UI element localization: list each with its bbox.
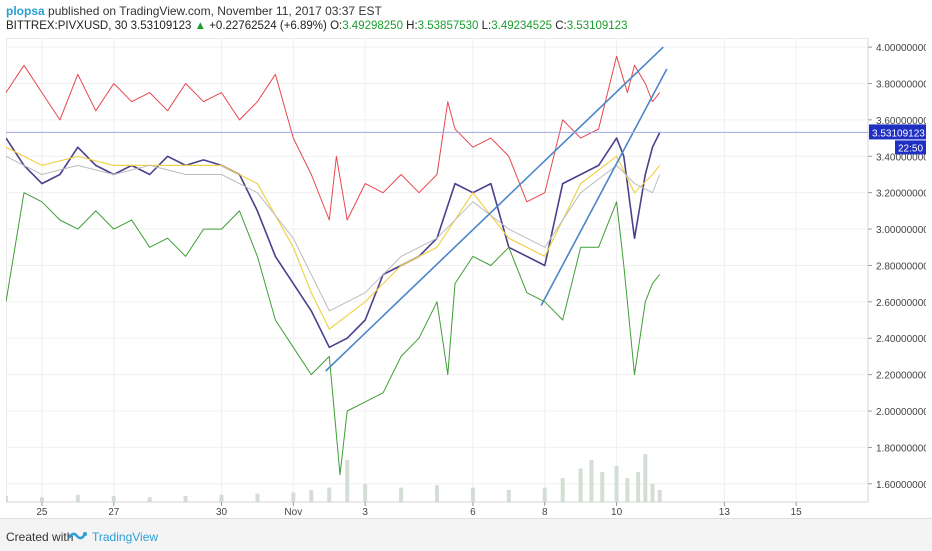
volume-bar <box>291 492 296 502</box>
volume-bar <box>657 490 662 502</box>
y-tick-label: 3.40000000 <box>876 152 926 163</box>
volume-bar <box>643 454 648 502</box>
volume-bar <box>470 487 475 502</box>
price-chart[interactable]: 4.00000000 3.80000000 3.60000000 3.40000000… <box>4 37 929 518</box>
up-arrow-icon: ▲ <box>194 20 206 32</box>
volume-bar <box>255 493 260 502</box>
volume-bar <box>111 496 116 502</box>
open-value: 3.49298250 <box>342 20 403 32</box>
y-tick-label: 2.80000000 <box>876 261 926 272</box>
ma-grey-line <box>5 155 661 312</box>
volume-bar <box>578 468 583 502</box>
volume-bar <box>4 496 8 502</box>
low-label: L: <box>481 20 492 32</box>
footer-bar: Created with TradingView <box>0 518 932 551</box>
author-name[interactable]: plopsa <box>6 4 45 18</box>
trendline <box>325 46 664 372</box>
x-tick-label: 6 <box>470 507 476 516</box>
last-price-label: 3.53109123 <box>872 128 925 139</box>
tradingview-logo-icon[interactable] <box>67 529 88 548</box>
volume-bar <box>399 487 404 502</box>
countdown-tag <box>895 140 926 155</box>
x-tick-label: 10 <box>611 507 623 516</box>
y-tick-label: 2.20000000 <box>876 371 926 382</box>
change-value: +0.22762524 (+6.89%) <box>209 20 327 32</box>
published-text: published on TradingView.com, November 1… <box>48 4 382 18</box>
created-with-text: Created with <box>6 530 74 544</box>
price-line <box>5 132 661 349</box>
volume-bar <box>542 487 547 502</box>
y-tick-label: 3.20000000 <box>876 189 926 200</box>
tradingview-brand-link[interactable]: TradingView <box>92 530 159 544</box>
volume-bar <box>183 496 188 502</box>
y-tick-label: 3.00000000 <box>876 225 926 236</box>
y-tick-label: 3.60000000 <box>876 116 926 127</box>
low-value: 3.49234525 <box>491 20 552 32</box>
volume-bar <box>147 497 152 502</box>
x-tick-label: Nov <box>284 507 302 516</box>
volume-bar <box>614 466 619 502</box>
last-price-tag <box>869 124 926 140</box>
close-label: C: <box>555 20 567 32</box>
x-tick-label: 13 <box>719 507 731 516</box>
volume-bar <box>75 494 80 502</box>
volume-bar <box>506 490 511 502</box>
x-tick-label: 30 <box>216 507 228 516</box>
x-tick-label: 15 <box>791 507 803 516</box>
volume-bar <box>363 484 368 502</box>
y-tick-label: 2.40000000 <box>876 334 926 345</box>
volume-bar <box>435 485 439 502</box>
open-label: O: <box>330 20 343 32</box>
upper-band-line <box>5 55 661 221</box>
publish-header: plopsa published on TradingView.com, Nov… <box>6 4 382 18</box>
y-tick-label: 4.00000000 <box>876 43 926 54</box>
volume-bar <box>39 497 44 502</box>
volume-bar <box>219 494 224 502</box>
y-tick-label: 2.00000000 <box>876 407 926 418</box>
trendline <box>540 68 668 306</box>
volume-bar <box>650 484 655 502</box>
x-tick-label: 25 <box>36 507 48 516</box>
y-tick-label: 1.80000000 <box>876 443 926 454</box>
volume-bar <box>345 460 350 502</box>
chart-canvas[interactable]: 4.00000000 3.80000000 3.60000000 3.40000000… <box>4 37 929 518</box>
countdown-label: 22:50 <box>898 143 923 154</box>
volume-bar <box>625 478 630 502</box>
ma-yellow-line <box>5 146 661 330</box>
high-label: H: <box>406 20 418 32</box>
y-tick-label: 2.60000000 <box>876 298 926 309</box>
volume-bar <box>309 490 314 502</box>
x-tick-label: 3 <box>362 507 368 516</box>
symbol-name: BITTREX:PIVXUSD, 30 <box>6 20 128 32</box>
volume-bar <box>636 472 641 502</box>
x-tick-label: 27 <box>108 507 120 516</box>
symbol-info-bar: BITTREX:PIVXUSD, 30 3.53109123 ▲ +0.2276… <box>6 20 627 32</box>
last-value: 3.53109123 <box>130 20 192 32</box>
y-tick-label: 3.80000000 <box>876 79 926 90</box>
volume-bar <box>327 487 332 502</box>
volume-bar <box>589 460 594 502</box>
volume-bar <box>600 472 605 502</box>
x-tick-label: 8 <box>542 507 548 516</box>
close-value: 3.53109123 <box>566 20 628 32</box>
volume-bar <box>560 478 565 502</box>
lower-band-line <box>5 192 661 476</box>
y-tick-label: 1.60000000 <box>876 480 926 491</box>
high-value: 3.53857530 <box>417 20 479 32</box>
